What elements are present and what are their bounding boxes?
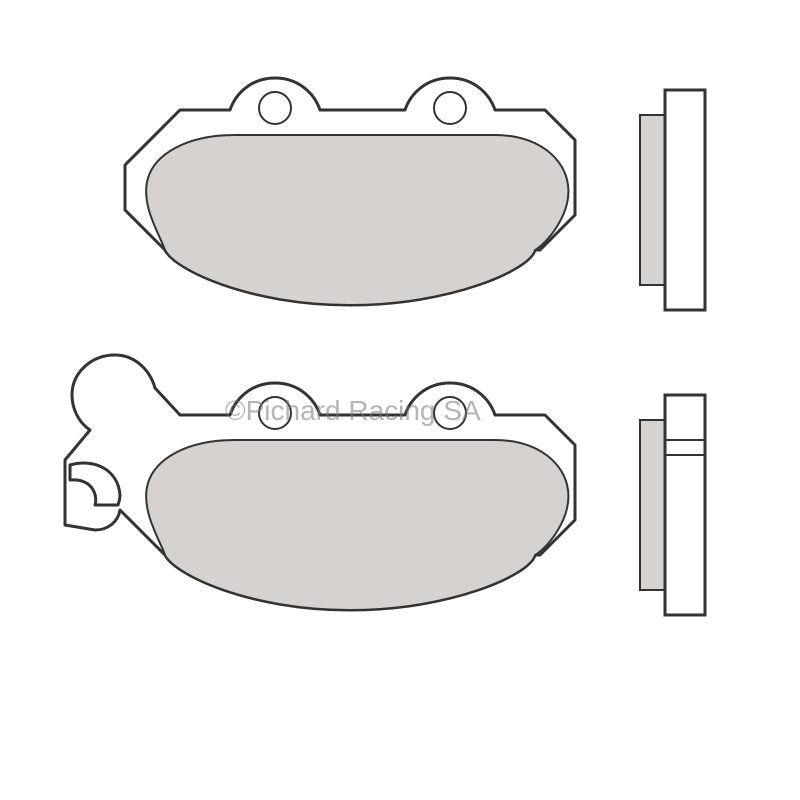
brake-pad-diagram [0,0,800,800]
brake-pad-top-friction [146,135,568,305]
side-view-bottom [640,395,705,615]
brake-pad-bottom [65,355,575,610]
brake-pad-bottom-hole-1 [259,397,291,429]
side-view-top [640,90,705,310]
side-view-bottom-backing [665,395,705,615]
side-view-top-friction [640,115,665,285]
brake-pad-top-hole-1 [259,92,291,124]
side-view-top-backing [665,90,705,310]
side-view-bottom-friction [640,420,665,590]
brake-pad-top [125,78,575,305]
brake-pad-bottom-hole-2 [434,397,466,429]
brake-pad-top-hole-2 [434,92,466,124]
brake-pad-bottom-friction [146,440,568,610]
